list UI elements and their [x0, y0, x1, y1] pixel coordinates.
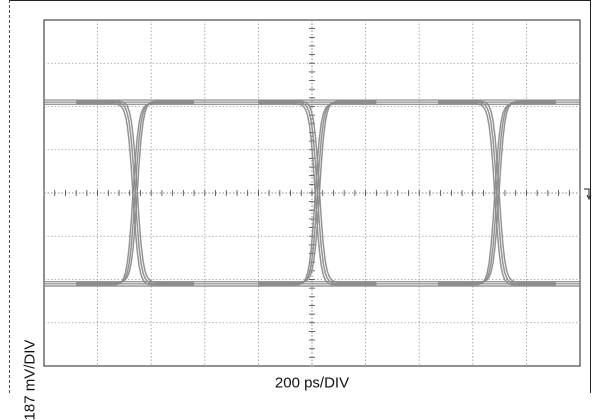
- eye-falling-edge-trace: [258, 102, 377, 286]
- eye-falling-edge-trace: [258, 100, 377, 284]
- x-axis-label: 200 ps/DIV: [274, 374, 350, 392]
- eye-falling-edge-trace: [437, 100, 556, 284]
- trigger-arrow-icon: [586, 194, 592, 201]
- eye-falling-edge-trace: [76, 100, 195, 284]
- eye-falling-edge-trace: [437, 102, 556, 286]
- eye-falling-edge-trace: [76, 101, 195, 285]
- eye-diagram-plot: [43, 19, 592, 367]
- eye-falling-edge-trace: [76, 102, 195, 286]
- eye-falling-edge-trace: [437, 101, 556, 285]
- trigger-marker-icon: [584, 188, 590, 197]
- y-axis-label: 187 mV/DIV: [21, 339, 39, 420]
- eye-falling-edge-trace: [258, 101, 377, 285]
